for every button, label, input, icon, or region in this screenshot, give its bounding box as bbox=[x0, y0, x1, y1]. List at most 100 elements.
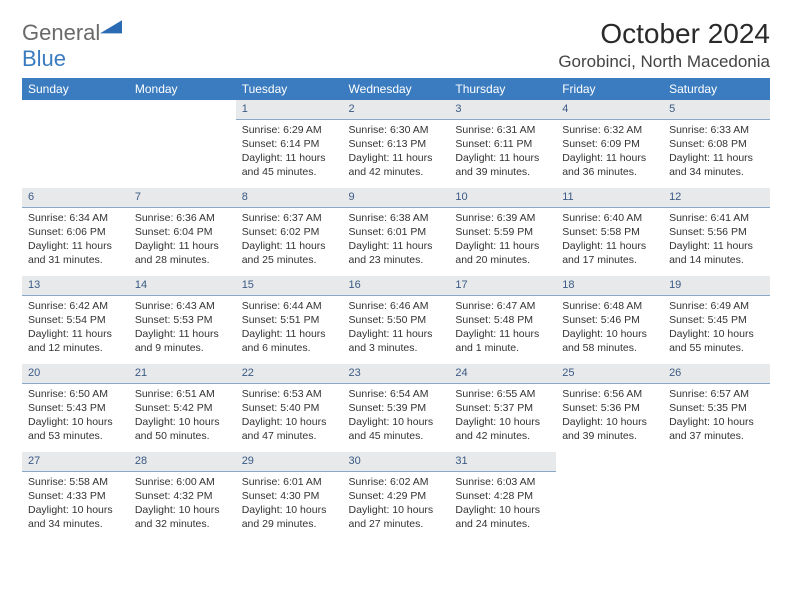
calendar-day: 15Sunrise: 6:44 AMSunset: 5:51 PMDayligh… bbox=[236, 276, 343, 364]
sunset-text: Sunset: 5:51 PM bbox=[242, 313, 337, 327]
sunrise-text: Sunrise: 6:34 AM bbox=[28, 211, 123, 225]
sunrise-text: Sunrise: 6:48 AM bbox=[562, 299, 657, 313]
sunrise-text: Sunrise: 5:58 AM bbox=[28, 475, 123, 489]
calendar-day: 28Sunrise: 6:00 AMSunset: 4:32 PMDayligh… bbox=[129, 452, 236, 540]
calendar-day: 1Sunrise: 6:29 AMSunset: 6:14 PMDaylight… bbox=[236, 100, 343, 188]
calendar-week: 27Sunrise: 5:58 AMSunset: 4:33 PMDayligh… bbox=[22, 452, 770, 540]
calendar-day: 3 Sunrise: 6:31 AMSunset: 6:11 PMDaylight… bbox=[449, 100, 556, 188]
day-body: Sunrise: 6:30 AMSunset: 6:13 PMDaylight:… bbox=[343, 120, 450, 184]
calendar-day: 24Sunrise: 6:55 AMSunset: 5:37 PMDayligh… bbox=[449, 364, 556, 452]
day-number: 5 bbox=[663, 100, 770, 120]
day-number: 17 bbox=[449, 276, 556, 296]
calendar-day: 27Sunrise: 5:58 AMSunset: 4:33 PMDayligh… bbox=[22, 452, 129, 540]
day-number: 16 bbox=[343, 276, 450, 296]
calendar-week: 20Sunrise: 6:50 AMSunset: 5:43 PMDayligh… bbox=[22, 364, 770, 452]
title-block: October 2024 Gorobinci, North Macedonia bbox=[558, 18, 770, 72]
daylight-text: Daylight: 11 hours and 1 minute. bbox=[455, 327, 550, 355]
sunrise-text: Sunrise: 6:30 AM bbox=[349, 123, 444, 137]
sunrise-text: Sunrise: 6:37 AM bbox=[242, 211, 337, 225]
day-header: Saturday bbox=[663, 78, 770, 100]
sunset-text: Sunset: 4:28 PM bbox=[455, 489, 550, 503]
day-body: Sunrise: 6:03 AMSunset: 4:28 PMDaylight:… bbox=[449, 472, 556, 536]
sunrise-text: Sunrise: 6:41 AM bbox=[669, 211, 764, 225]
sunrise-text: Sunrise: 6:36 AM bbox=[135, 211, 230, 225]
day-number: 26 bbox=[663, 364, 770, 384]
sunrise-text: Sunrise: 6:44 AM bbox=[242, 299, 337, 313]
sunset-text: Sunset: 4:32 PM bbox=[135, 489, 230, 503]
calendar-day: 17Sunrise: 6:47 AMSunset: 5:48 PMDayligh… bbox=[449, 276, 556, 364]
day-header: Friday bbox=[556, 78, 663, 100]
day-header-row: SundayMondayTuesdayWednesdayThursdayFrid… bbox=[22, 78, 770, 100]
day-number: 9 bbox=[343, 188, 450, 208]
daylight-text: Daylight: 11 hours and 20 minutes. bbox=[455, 239, 550, 267]
calendar-empty bbox=[663, 452, 770, 540]
sunrise-text: Sunrise: 6:31 AM bbox=[455, 123, 550, 137]
daylight-text: Daylight: 10 hours and 32 minutes. bbox=[135, 503, 230, 531]
sunrise-text: Sunrise: 6:53 AM bbox=[242, 387, 337, 401]
calendar-empty bbox=[22, 100, 129, 188]
sunset-text: Sunset: 6:13 PM bbox=[349, 137, 444, 151]
day-body: Sunrise: 6:41 AMSunset: 5:56 PMDaylight:… bbox=[663, 208, 770, 272]
calendar-day: 10Sunrise: 6:39 AMSunset: 5:59 PMDayligh… bbox=[449, 188, 556, 276]
day-body: Sunrise: 6:40 AMSunset: 5:58 PMDaylight:… bbox=[556, 208, 663, 272]
sunset-text: Sunset: 5:48 PM bbox=[455, 313, 550, 327]
sunset-text: Sunset: 4:29 PM bbox=[349, 489, 444, 503]
day-number: 30 bbox=[343, 452, 450, 472]
logo-triangle-icon bbox=[100, 18, 122, 40]
calendar-week: 6Sunrise: 6:34 AMSunset: 6:06 PMDaylight… bbox=[22, 188, 770, 276]
day-number: 22 bbox=[236, 364, 343, 384]
day-number: 6 bbox=[22, 188, 129, 208]
day-body: Sunrise: 6:48 AMSunset: 5:46 PMDaylight:… bbox=[556, 296, 663, 360]
calendar-day: 22Sunrise: 6:53 AMSunset: 5:40 PMDayligh… bbox=[236, 364, 343, 452]
calendar-day: 26Sunrise: 6:57 AMSunset: 5:35 PMDayligh… bbox=[663, 364, 770, 452]
daylight-text: Daylight: 11 hours and 31 minutes. bbox=[28, 239, 123, 267]
daylight-text: Daylight: 11 hours and 3 minutes. bbox=[349, 327, 444, 355]
daylight-text: Daylight: 10 hours and 39 minutes. bbox=[562, 415, 657, 443]
day-number: 18 bbox=[556, 276, 663, 296]
daylight-text: Daylight: 11 hours and 36 minutes. bbox=[562, 151, 657, 179]
sunset-text: Sunset: 6:14 PM bbox=[242, 137, 337, 151]
sunset-text: Sunset: 5:37 PM bbox=[455, 401, 550, 415]
day-body: Sunrise: 5:58 AMSunset: 4:33 PMDaylight:… bbox=[22, 472, 129, 536]
sunset-text: Sunset: 5:45 PM bbox=[669, 313, 764, 327]
sunset-text: Sunset: 6:09 PM bbox=[562, 137, 657, 151]
day-number: 23 bbox=[343, 364, 450, 384]
day-number: 24 bbox=[449, 364, 556, 384]
calendar-day: 12Sunrise: 6:41 AMSunset: 5:56 PMDayligh… bbox=[663, 188, 770, 276]
day-number: 3 bbox=[449, 100, 556, 120]
sunrise-text: Sunrise: 6:46 AM bbox=[349, 299, 444, 313]
sunset-text: Sunset: 5:59 PM bbox=[455, 225, 550, 239]
day-body: Sunrise: 6:51 AMSunset: 5:42 PMDaylight:… bbox=[129, 384, 236, 448]
day-header: Monday bbox=[129, 78, 236, 100]
day-body: Sunrise: 6:00 AMSunset: 4:32 PMDaylight:… bbox=[129, 472, 236, 536]
calendar-empty bbox=[556, 452, 663, 540]
sunrise-text: Sunrise: 6:56 AM bbox=[562, 387, 657, 401]
daylight-text: Daylight: 11 hours and 39 minutes. bbox=[455, 151, 550, 179]
sunrise-text: Sunrise: 6:38 AM bbox=[349, 211, 444, 225]
calendar-day: 9Sunrise: 6:38 AMSunset: 6:01 PMDaylight… bbox=[343, 188, 450, 276]
sunrise-text: Sunrise: 6:57 AM bbox=[669, 387, 764, 401]
calendar-week: 1Sunrise: 6:29 AMSunset: 6:14 PMDaylight… bbox=[22, 100, 770, 188]
calendar-day: 2Sunrise: 6:30 AMSunset: 6:13 PMDaylight… bbox=[343, 100, 450, 188]
day-body: Sunrise: 6:54 AMSunset: 5:39 PMDaylight:… bbox=[343, 384, 450, 448]
calendar-day: 20Sunrise: 6:50 AMSunset: 5:43 PMDayligh… bbox=[22, 364, 129, 452]
sunset-text: Sunset: 6:02 PM bbox=[242, 225, 337, 239]
calendar-day: 6Sunrise: 6:34 AMSunset: 6:06 PMDaylight… bbox=[22, 188, 129, 276]
calendar-day: 19Sunrise: 6:49 AMSunset: 5:45 PMDayligh… bbox=[663, 276, 770, 364]
sunrise-text: Sunrise: 6:29 AM bbox=[242, 123, 337, 137]
day-body: Sunrise: 6:57 AMSunset: 5:35 PMDaylight:… bbox=[663, 384, 770, 448]
logo-word-general: General bbox=[22, 20, 100, 45]
day-number: 29 bbox=[236, 452, 343, 472]
sunrise-text: Sunrise: 6:32 AM bbox=[562, 123, 657, 137]
day-number: 4 bbox=[556, 100, 663, 120]
calendar-day: 23Sunrise: 6:54 AMSunset: 5:39 PMDayligh… bbox=[343, 364, 450, 452]
day-number: 7 bbox=[129, 188, 236, 208]
day-number: 10 bbox=[449, 188, 556, 208]
day-body: Sunrise: 6:50 AMSunset: 5:43 PMDaylight:… bbox=[22, 384, 129, 448]
day-body: Sunrise: 6:49 AMSunset: 5:45 PMDaylight:… bbox=[663, 296, 770, 360]
sunset-text: Sunset: 6:11 PM bbox=[455, 137, 550, 151]
daylight-text: Daylight: 11 hours and 12 minutes. bbox=[28, 327, 123, 355]
sunrise-text: Sunrise: 6:49 AM bbox=[669, 299, 764, 313]
sunrise-text: Sunrise: 6:33 AM bbox=[669, 123, 764, 137]
sunrise-text: Sunrise: 6:03 AM bbox=[455, 475, 550, 489]
